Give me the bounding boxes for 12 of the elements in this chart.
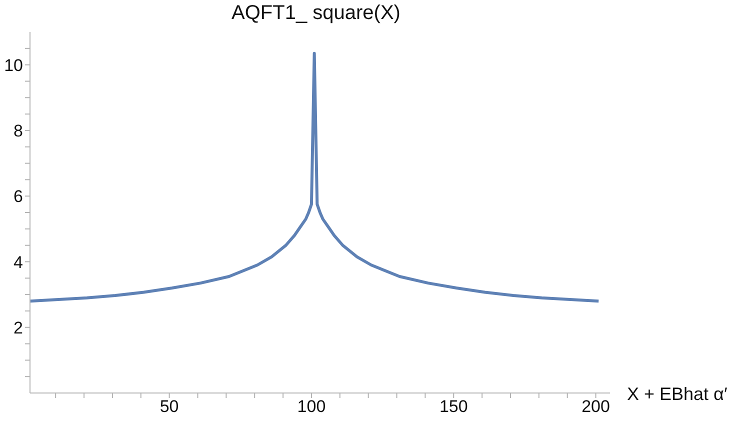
y-tick-label: 10	[4, 56, 23, 75]
y-tick-label: 2	[14, 318, 23, 338]
x-tick-label: 150	[439, 397, 468, 416]
x-tick-label: 200	[582, 397, 610, 416]
x-tick-label: 50	[160, 397, 179, 416]
y-tick-label: 8	[14, 121, 23, 140]
line-series	[30, 52, 600, 303]
x-axis-title: X + EBhat α′	[627, 384, 728, 405]
x-tick-label: 100	[297, 397, 326, 416]
y-tick-label: 6	[14, 187, 23, 206]
y-tick-label: 4	[14, 252, 23, 272]
chart-title: AQFT1_ square(X)	[232, 2, 400, 25]
